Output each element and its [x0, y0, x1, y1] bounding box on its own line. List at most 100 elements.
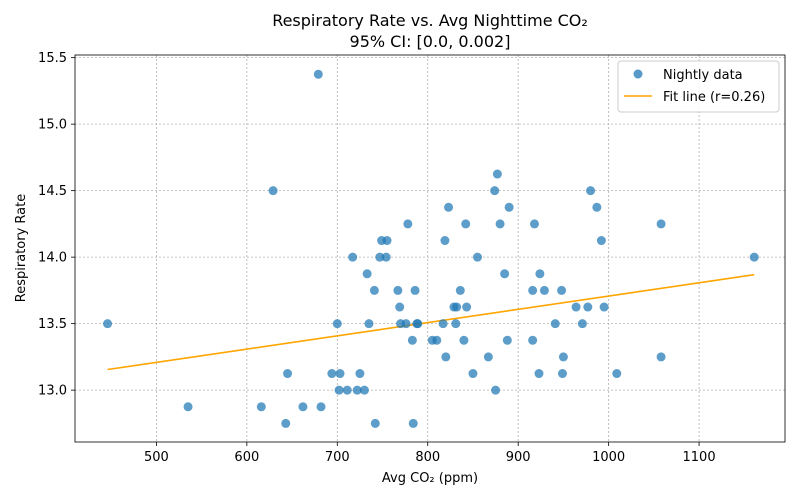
x-tick-label: 1000 [592, 450, 625, 465]
legend-marker-nightly-data [633, 69, 643, 79]
plot-frame [74, 54, 786, 443]
data-point [495, 219, 505, 229]
data-point [362, 269, 372, 279]
data-point [483, 352, 493, 362]
y-tick-label: 15.0 [38, 118, 67, 133]
data-point [504, 202, 514, 212]
data-point [103, 319, 113, 329]
data-point [283, 369, 293, 379]
data-point [462, 302, 472, 312]
data-point [348, 252, 358, 262]
data-point [656, 219, 666, 229]
chart-title: Respiratory Rate vs. Avg Nighttime CO₂ [272, 11, 588, 30]
data-point [612, 369, 622, 379]
data-point [583, 302, 593, 312]
data-point [359, 385, 369, 395]
data-point [403, 219, 413, 229]
data-point [369, 285, 379, 295]
data-point [327, 369, 337, 379]
y-tick-label: 13.5 [38, 317, 67, 332]
data-point [472, 252, 482, 262]
data-point [256, 402, 266, 412]
y-tick-label: 14.5 [38, 184, 67, 199]
data-point [364, 319, 374, 329]
data-point [408, 418, 418, 428]
data-point [413, 319, 423, 329]
data-point [557, 285, 567, 295]
data-point [401, 319, 411, 329]
data-point [335, 369, 345, 379]
grid-lines [75, 55, 785, 442]
data-point [432, 335, 442, 345]
data-point [410, 285, 420, 295]
data-point [535, 269, 545, 279]
data-point [571, 302, 581, 312]
data-point [502, 335, 512, 345]
data-point [550, 319, 560, 329]
data-point [334, 385, 344, 395]
data-point [281, 418, 291, 428]
data-point [342, 385, 352, 395]
legend-label-fit-line: Fit line (r=0.26) [663, 90, 765, 105]
x-tick-label: 800 [415, 450, 440, 465]
x-tick-label: 600 [234, 450, 259, 465]
y-axis-ticks: 13.0 13.5 14.0 14.5 15.0 15.5 [38, 51, 75, 399]
data-point [492, 169, 502, 179]
data-point [749, 252, 759, 262]
y-tick-label: 13.0 [38, 384, 67, 399]
data-point [451, 319, 461, 329]
data-point [461, 219, 471, 229]
data-point [268, 186, 278, 196]
y-tick-label: 15.5 [38, 51, 67, 66]
data-point [539, 285, 549, 295]
data-point [534, 369, 544, 379]
data-point [375, 252, 385, 262]
data-point [528, 285, 538, 295]
data-point [592, 202, 602, 212]
data-point [558, 369, 568, 379]
data-point [596, 236, 606, 246]
data-point [459, 335, 469, 345]
y-tick-label: 14.0 [38, 251, 67, 266]
data-point [455, 285, 465, 295]
legend: Nightly data Fit line (r=0.26) [617, 60, 780, 113]
data-point [393, 285, 403, 295]
data-point [444, 202, 454, 212]
x-tick-label: 1100 [683, 450, 716, 465]
data-points [103, 69, 759, 428]
data-point [332, 319, 342, 329]
fit-line [107, 273, 755, 371]
data-point [438, 319, 448, 329]
legend-box [617, 60, 780, 113]
data-point [440, 236, 450, 246]
data-point [586, 186, 596, 196]
data-point [656, 352, 666, 362]
data-point [352, 385, 362, 395]
x-tick-label: 900 [506, 450, 531, 465]
chart-subtitle: 95% CI: [0.0, 0.002] [350, 32, 511, 51]
data-point [441, 352, 451, 362]
data-point [490, 186, 500, 196]
x-axis-label: Avg CO₂ (ppm) [382, 471, 478, 486]
data-point [313, 69, 323, 79]
fit-line-layer [107, 273, 755, 371]
data-point [316, 402, 326, 412]
data-point [468, 369, 478, 379]
data-point [381, 252, 391, 262]
x-axis-ticks: 500 600 700 800 900 1000 1100 [144, 442, 716, 465]
legend-label-nightly-data: Nightly data [663, 68, 743, 83]
data-point [298, 402, 308, 412]
data-point [491, 385, 501, 395]
data-point [599, 302, 609, 312]
y-axis-label: Respiratory Rate [14, 194, 29, 302]
data-point [407, 335, 417, 345]
x-tick-label: 700 [325, 450, 350, 465]
data-point [382, 236, 392, 246]
data-point [500, 269, 510, 279]
data-point [528, 335, 538, 345]
x-tick-label: 500 [144, 450, 169, 465]
data-point [370, 418, 380, 428]
data-point [577, 319, 587, 329]
data-point [395, 302, 405, 312]
